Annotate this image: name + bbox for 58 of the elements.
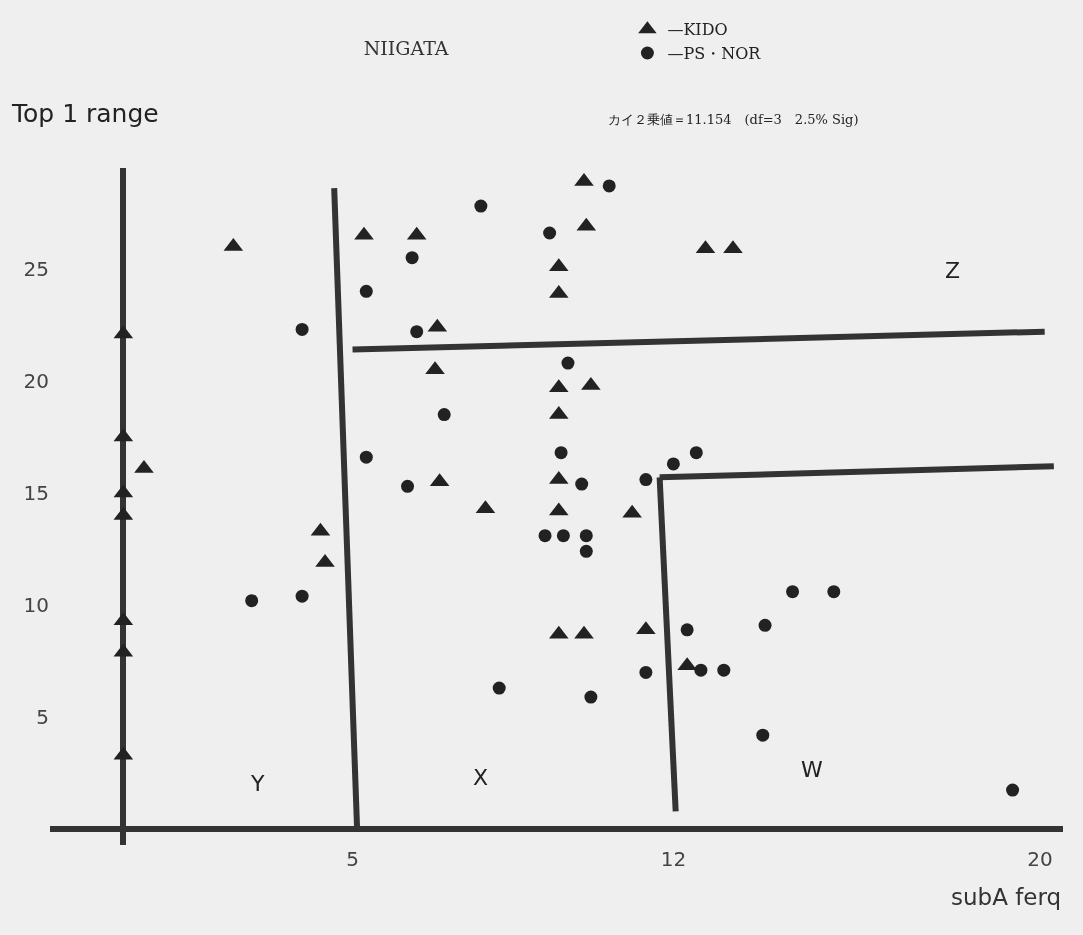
point xyxy=(680,623,694,637)
point xyxy=(579,529,593,543)
point xyxy=(581,376,601,390)
y-tick-label: 25 xyxy=(23,256,49,281)
y-tick-label: 10 xyxy=(23,593,49,618)
point xyxy=(556,529,570,543)
point xyxy=(639,473,653,487)
x-axis-title: subA ferq xyxy=(951,884,1062,910)
annotation: Z xyxy=(945,258,961,283)
text: カイ２乗値＝11.154 (df=3 2.5% Sig) xyxy=(608,112,859,127)
point xyxy=(622,504,642,518)
y-tick-label: 5 xyxy=(36,705,49,730)
point xyxy=(827,585,841,599)
y-tick-label: 20 xyxy=(23,368,49,393)
point xyxy=(554,446,568,460)
point xyxy=(574,172,594,186)
chart-title: NIIGATA xyxy=(363,37,449,60)
point xyxy=(437,408,451,422)
point xyxy=(756,728,770,742)
point xyxy=(401,479,415,493)
point xyxy=(666,457,680,471)
annotation: W xyxy=(801,757,823,782)
y-axis-title: Top 1 range xyxy=(11,99,159,128)
point xyxy=(694,663,708,677)
point xyxy=(786,585,800,599)
y-tick-label: 15 xyxy=(23,481,49,506)
annotation: Y xyxy=(250,771,265,796)
point xyxy=(405,251,419,265)
point xyxy=(579,544,593,558)
legend-label: —PS・NOR xyxy=(667,44,762,64)
legend-label: —KIDO xyxy=(667,20,728,40)
annotation: X xyxy=(473,765,489,790)
x-tick-label: 5 xyxy=(346,847,359,871)
point xyxy=(410,325,424,339)
point xyxy=(245,594,259,608)
point xyxy=(575,477,589,491)
point xyxy=(359,450,373,464)
point xyxy=(584,690,598,704)
point xyxy=(636,621,656,635)
point xyxy=(538,529,552,543)
point xyxy=(295,589,309,603)
point xyxy=(717,663,731,677)
point xyxy=(492,681,506,695)
point xyxy=(1006,783,1020,797)
point xyxy=(602,179,616,193)
point xyxy=(359,284,373,298)
point xyxy=(354,226,374,240)
point xyxy=(543,226,557,240)
point xyxy=(474,199,488,213)
x-tick-label: 12 xyxy=(660,847,687,871)
point xyxy=(689,446,703,460)
point xyxy=(295,322,309,336)
point xyxy=(758,618,772,632)
point xyxy=(561,356,575,370)
point xyxy=(639,665,653,679)
point xyxy=(134,459,154,473)
x-tick-label: 20 xyxy=(1027,847,1053,871)
point xyxy=(574,625,594,639)
